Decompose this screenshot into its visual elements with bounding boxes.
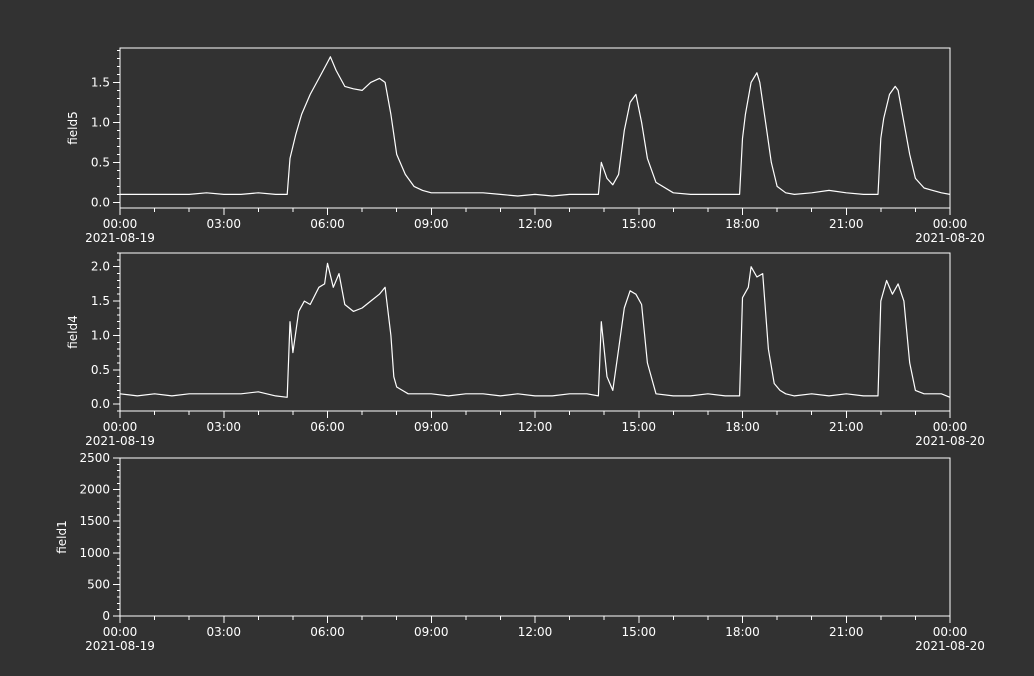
y-tick-label: 1.5 <box>91 75 110 89</box>
y-tick-label: 500 <box>87 577 110 591</box>
panel-field5: 0.0 0.5 1.0 1.5 00:00 03:00 06:00 09:00 12:00 15:… <box>66 47 985 245</box>
y-tick-label: 1.5 <box>91 294 110 308</box>
y-tick-label: 0 <box>102 609 110 623</box>
y-tick-label: 2000 <box>79 483 110 497</box>
x-tick-label: 06:00 <box>310 625 345 639</box>
x-tick-label: 15:00 <box>621 625 656 639</box>
y-tick-label: 1.0 <box>91 328 110 342</box>
y-tick-label: 2500 <box>79 451 110 465</box>
x-tick-label: 15:00 <box>621 217 656 231</box>
x-date-label: 2021-08-20 <box>915 231 985 245</box>
x-tick-label: 15:00 <box>621 420 656 434</box>
y-tick-label: 0.0 <box>91 397 110 411</box>
series-line <box>120 56 951 197</box>
x-tick-label: 00:00 <box>933 217 968 231</box>
x-tick-label: 06:00 <box>310 420 345 434</box>
y-tick-label: 0.5 <box>91 363 110 377</box>
panel-field1: 0 500 1000 1500 2000 2500 00:00 03:00 06:00 09:00… <box>55 451 985 653</box>
y-tick-label: 1.0 <box>91 115 110 129</box>
y-tick-label: 2.0 <box>91 260 110 274</box>
x-tick-label: 12:00 <box>518 420 553 434</box>
x-tick-label: 21:00 <box>829 625 864 639</box>
y-axis-label: field5 <box>66 111 80 145</box>
x-tick-label: 03:00 <box>206 420 241 434</box>
y-axis-label: field1 <box>55 520 69 554</box>
x-tick-label: 09:00 <box>414 625 449 639</box>
plot-frame <box>119 457 951 617</box>
panel-field4: 0.0 0.5 1.0 1.5 2.0 00:00 03:00 06:00 09:00 12:00… <box>66 252 985 448</box>
x-tick-label: 21:00 <box>829 420 864 434</box>
x-tick-label: 03:00 <box>206 217 241 231</box>
x-tick-label: 00:00 <box>103 625 138 639</box>
x-date-label: 2021-08-19 <box>85 639 155 653</box>
x-tick-label: 00:00 <box>933 420 968 434</box>
x-tick-label: 18:00 <box>725 217 760 231</box>
x-tick-label: 12:00 <box>518 217 553 231</box>
x-tick-label: 09:00 <box>414 420 449 434</box>
x-date-label: 2021-08-19 <box>85 231 155 245</box>
x-tick-label: 12:00 <box>518 625 553 639</box>
y-tick-label: 0.0 <box>91 195 110 209</box>
x-tick-label: 03:00 <box>206 625 241 639</box>
x-tick-label: 00:00 <box>933 625 968 639</box>
y-tick-label: 1500 <box>79 514 110 528</box>
x-tick-label: 00:00 <box>103 217 138 231</box>
x-tick-label: 21:00 <box>829 217 864 231</box>
series-line <box>119 262 951 398</box>
x-date-label: 2021-08-20 <box>915 639 985 653</box>
y-tick-label: 0.5 <box>91 155 110 169</box>
plot-frame <box>119 47 951 209</box>
x-date-label: 2021-08-19 <box>85 434 155 448</box>
x-tick-label: 06:00 <box>310 217 345 231</box>
y-tick-label: 1000 <box>79 546 110 560</box>
x-tick-label: 18:00 <box>725 625 760 639</box>
x-tick-label: 09:00 <box>414 217 449 231</box>
plot-frame <box>119 252 951 412</box>
x-tick-label: 00:00 <box>103 420 138 434</box>
x-date-label: 2021-08-20 <box>915 434 985 448</box>
x-tick-label: 18:00 <box>725 420 760 434</box>
y-axis-label: field4 <box>66 315 80 349</box>
